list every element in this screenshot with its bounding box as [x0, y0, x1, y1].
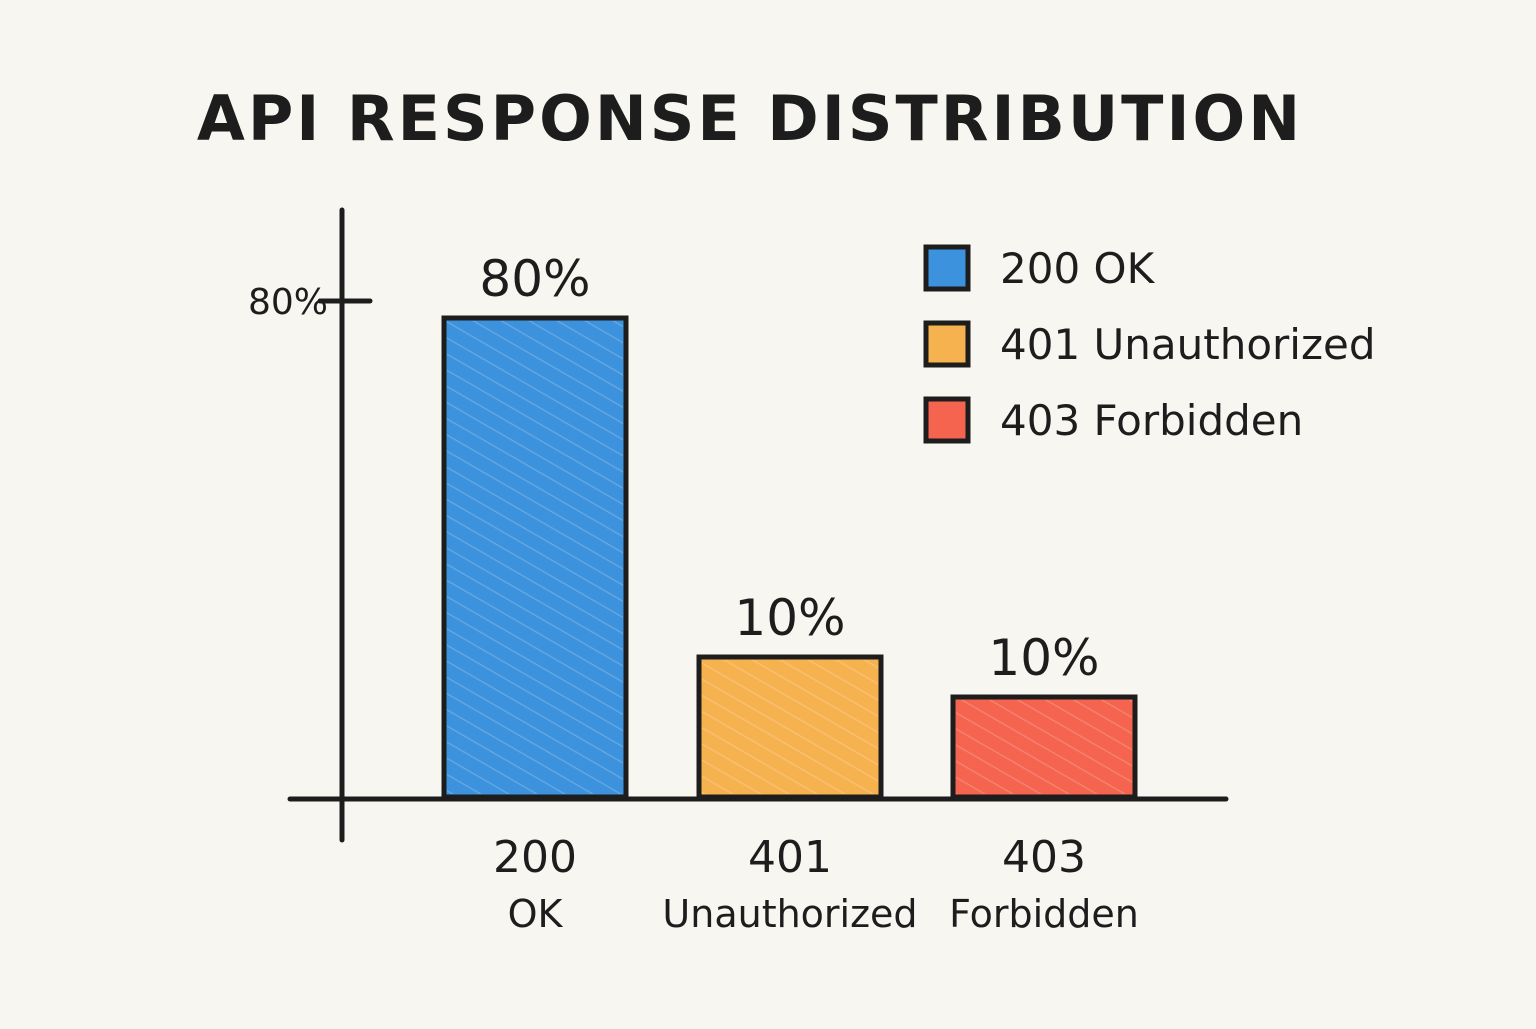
x-tick-code: 200 — [493, 832, 577, 883]
legend-label: 403 Forbidden — [1000, 396, 1303, 445]
legend-swatch — [923, 244, 971, 292]
bars: 80% 200 OK 10% 401 Unauthorized 10% 403 Forbidde… — [441, 250, 1139, 936]
bar-texture — [447, 321, 623, 794]
y-tick-label: 80% — [248, 282, 328, 323]
x-tick-code: 403 — [1002, 832, 1086, 883]
legend-swatch — [923, 396, 971, 444]
x-tick-code: 401 — [748, 832, 832, 883]
x-tick-name: Forbidden — [949, 892, 1139, 936]
chart-title: API RESPONSE DISTRIBUTION — [197, 82, 1303, 155]
bar-value-label: 10% — [734, 589, 845, 647]
bar-value-label: 80% — [479, 250, 590, 308]
legend-label: 401 Unauthorized — [1000, 320, 1376, 369]
y-ticks: 80% — [248, 282, 373, 323]
legend-swatch — [923, 320, 971, 368]
bar-texture — [702, 660, 878, 794]
legend: 200 OK 401 Unauthorized 403 Forbidden — [923, 244, 1376, 445]
x-tick-name: OK — [508, 892, 564, 936]
bar-texture — [956, 700, 1132, 794]
bar-value-label: 10% — [988, 629, 1099, 687]
x-tick-name: Unauthorized — [662, 892, 917, 936]
legend-label: 200 OK — [1000, 244, 1156, 293]
